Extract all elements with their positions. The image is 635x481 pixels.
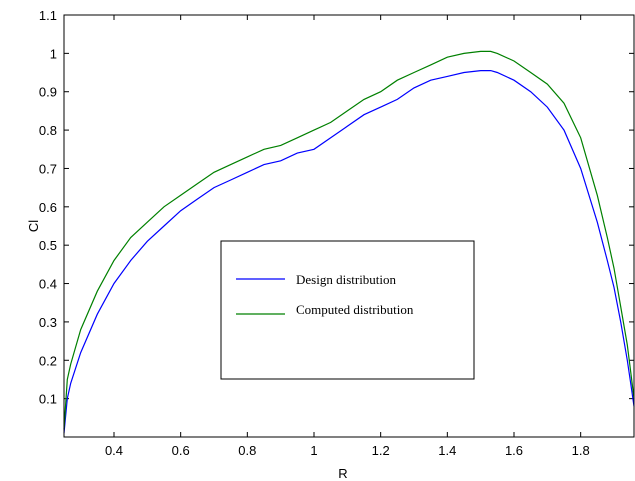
y-tick-label: 0.5	[39, 238, 57, 253]
x-tick-label: 0.8	[238, 443, 256, 458]
x-tick-label: 1.6	[505, 443, 523, 458]
x-axis-label: R	[338, 466, 347, 481]
y-tick-label: 1.1	[39, 8, 57, 23]
legend-label-computed: Computed distribution	[296, 302, 414, 317]
y-tick-label: 0.7	[39, 161, 57, 176]
y-tick-label: 0.6	[39, 200, 57, 215]
x-tick-label: 1	[310, 443, 317, 458]
x-tick-label: 1.4	[438, 443, 456, 458]
tick-labels: 0.4 0.6 0.8 1 1.2 1.4 1.6 1.8 0.1 0.2 0.3 0.4 0.5 0.6…	[39, 8, 590, 458]
y-tick-label: 1	[50, 46, 57, 61]
series-lines	[63, 50, 635, 434]
y-tick-label: 0.9	[39, 85, 57, 100]
x-tick-label: 0.6	[172, 443, 190, 458]
legend-label-design: Design distribution	[296, 272, 397, 287]
y-tick-label: 0.3	[39, 315, 57, 330]
x-tick-label: 0.4	[105, 443, 123, 458]
y-tick-label: 0.8	[39, 123, 57, 138]
series-line-design	[63, 70, 635, 434]
legend-box	[220, 240, 475, 380]
series-line-computed	[63, 50, 635, 430]
x-tick-label: 1.2	[372, 443, 390, 458]
y-axis-label: Cl	[26, 220, 41, 232]
y-tick-label: 0.4	[39, 277, 57, 292]
y-tick-label: 0.2	[39, 353, 57, 368]
legend: Design distribution Computed distributio…	[220, 240, 475, 380]
x-tick-label: 1.8	[572, 443, 590, 458]
plot-area-frame	[63, 14, 635, 438]
y-tick-label: 0.1	[39, 392, 57, 407]
